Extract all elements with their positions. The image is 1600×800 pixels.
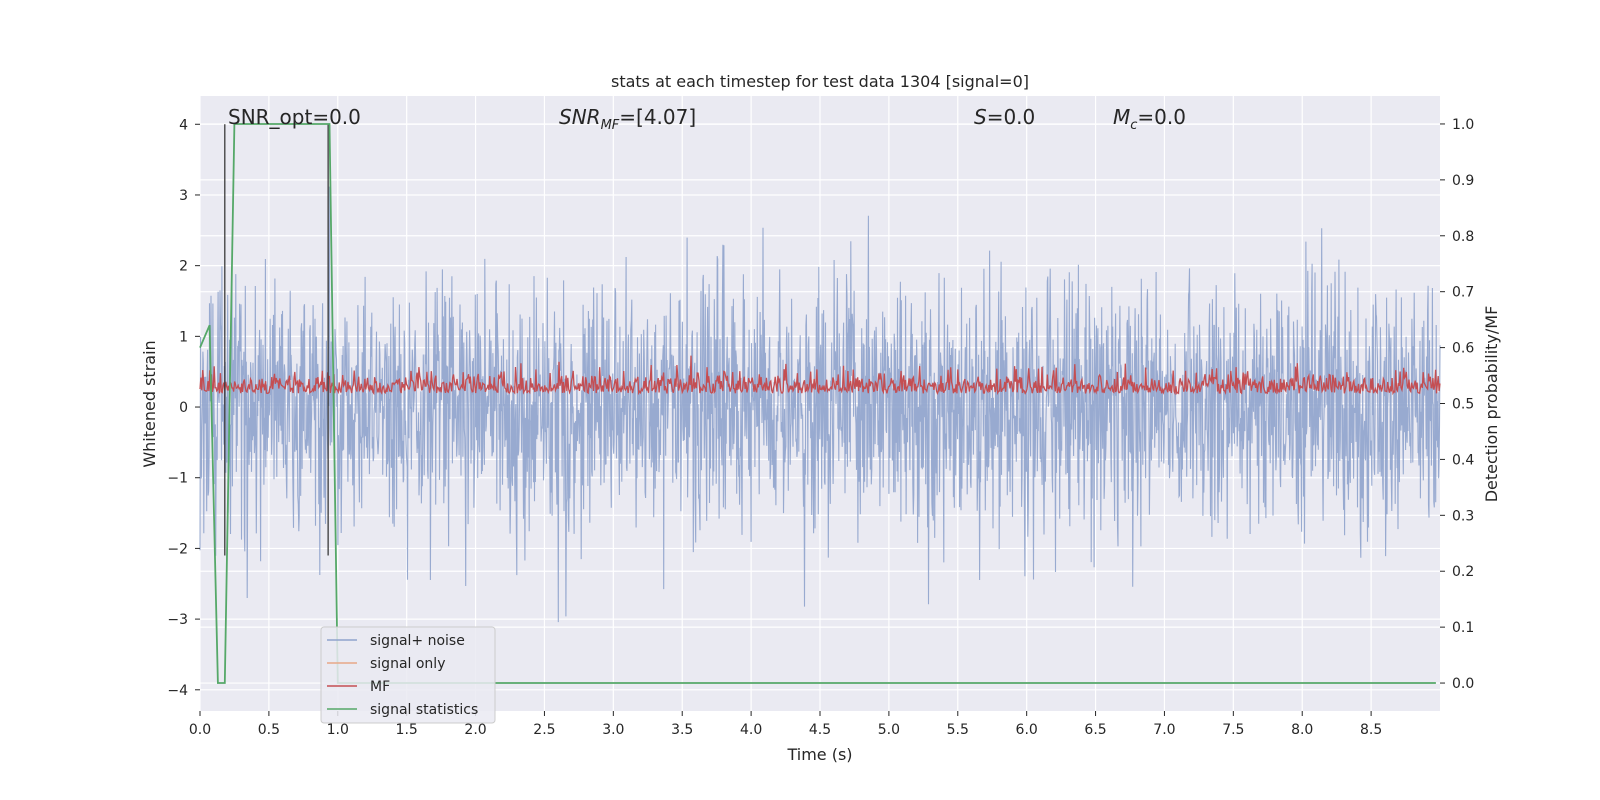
y-tick-label-left: 4: [179, 117, 188, 133]
annotation-s: S=0.0: [974, 105, 1035, 129]
y-tick-label-right: 0.5: [1452, 397, 1474, 413]
plot-content: [199, 123, 1441, 684]
x-tick-label: 6.5: [1084, 722, 1106, 738]
annotation-snr-mf-sub: MF: [601, 118, 620, 133]
series-signal-noise: [199, 186, 1441, 623]
y-axis-label-left: Whitened strain: [140, 340, 159, 467]
y-tick-label-right: 0.1: [1452, 620, 1474, 636]
x-tick-label: 5.0: [878, 722, 900, 738]
x-tick-label: 4.5: [809, 722, 831, 738]
x-tick-label: 1.5: [396, 722, 418, 738]
annotation-s-rest: =0.0: [987, 105, 1036, 129]
annotation-mc-sub: c: [1130, 118, 1137, 133]
annotation-snr-mf-main: SNR: [559, 105, 601, 129]
y-tick-label-right: 0.7: [1452, 285, 1474, 301]
y-tick-label-left: 1: [179, 329, 188, 345]
chart-title: stats at each timestep for test data 130…: [611, 72, 1029, 91]
legend-label-signal-statistics: signal statistics: [370, 702, 478, 718]
annotation-snr-opt: SNR_opt=0.0: [228, 105, 361, 129]
axes: 0.0 0.5 1.0 1.5 2.0 2.5 3.0 3.5 4.0 4.5 5.0 5.5 6.0 6…: [167, 117, 1474, 738]
annotation-snr-mf: SNRMF=[4.07]: [559, 105, 696, 133]
annotation-snr-mf-rest: =[4.07]: [619, 105, 696, 129]
y-tick-label-left: −3: [167, 612, 188, 628]
y-tick-label-left: −2: [167, 541, 188, 557]
x-tick-label: 1.0: [327, 722, 349, 738]
x-tick-label: 3.0: [602, 722, 624, 738]
series-mf: [199, 355, 1441, 396]
y-tick-label-right: 0.6: [1452, 341, 1474, 357]
annotation-mc: Mc=0.0: [1113, 105, 1186, 133]
x-tick-label: 8.0: [1291, 722, 1313, 738]
legend-box: [320, 626, 496, 724]
x-tick-label: 0.0: [189, 722, 211, 738]
y-axis-label-right: Detection probability/MF: [1482, 306, 1501, 503]
x-tick-label: 7.5: [1222, 722, 1244, 738]
annotation-mc-main: M: [1113, 105, 1130, 129]
annotation-s-main: S: [974, 105, 987, 129]
legend-label-signal-noise: signal+ noise: [370, 633, 465, 649]
y-tick-label-right: 1.0: [1452, 117, 1474, 133]
y-tick-label-left: 0: [179, 400, 188, 416]
x-axis-label: Time (s): [786, 745, 852, 764]
y-tick-label-right: 0.9: [1452, 173, 1474, 189]
legend-label-mf: MF: [370, 679, 390, 695]
x-tick-label: 8.5: [1360, 722, 1382, 738]
series-signal-statistics: [199, 123, 1436, 684]
x-tick-label: 2.0: [464, 722, 486, 738]
x-tick-label: 5.5: [947, 722, 969, 738]
annotation-mc-rest: =0.0: [1137, 105, 1186, 129]
y-tick-label-right: 0.8: [1452, 229, 1474, 245]
y-tick-label-left: −1: [167, 471, 188, 487]
y-tick-label-right: 0.4: [1452, 452, 1474, 468]
y-tick-label-right: 0.0: [1452, 676, 1474, 692]
x-tick-label: 4.0: [740, 722, 762, 738]
legend-label-signal-only: signal only: [370, 656, 445, 672]
legend: signal+ noise signal only MF signal stat…: [320, 626, 496, 724]
x-tick-label: 2.5: [533, 722, 555, 738]
y-tick-label-right: 0.3: [1452, 508, 1474, 524]
y-tick-label-left: 2: [179, 259, 188, 275]
x-tick-label: 3.5: [671, 722, 693, 738]
x-tick-label: 7.0: [1153, 722, 1175, 738]
y-tick-label-left: −4: [167, 683, 188, 699]
y-tick-label-left: 3: [179, 188, 188, 204]
x-tick-label: 6.0: [1016, 722, 1038, 738]
x-tick-label: 0.5: [258, 722, 280, 738]
y-tick-label-right: 0.2: [1452, 564, 1474, 580]
